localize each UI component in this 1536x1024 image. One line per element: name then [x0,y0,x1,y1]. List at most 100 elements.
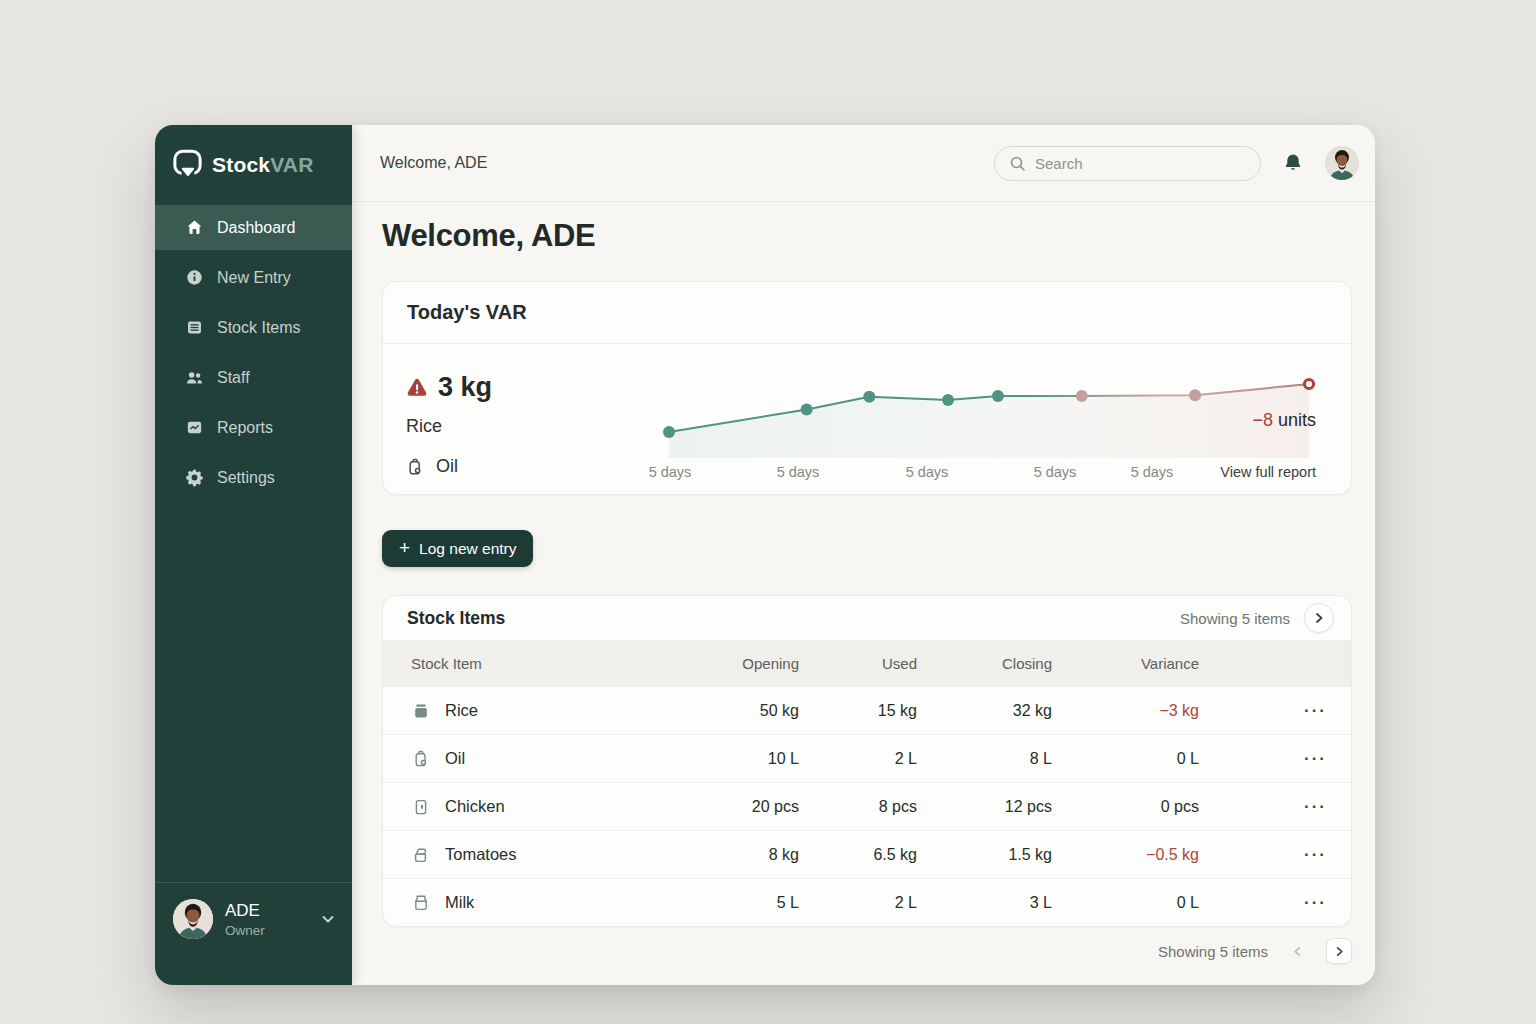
x-axis-label: 5 days [649,464,692,480]
notification-bell-icon[interactable] [1282,152,1304,174]
x-axis-labels: 5 days5 days5 days5 days5 days [646,464,1316,486]
sidebar-item-new-entry[interactable]: New Entry [155,255,352,300]
sidebar-item-label: Reports [217,419,273,437]
variance-value: −0.5 kg [1052,846,1199,864]
app-window: StockVAR DashboardNew EntryStock ItemsSt… [155,125,1375,985]
view-full-report-link[interactable]: View full report [1220,464,1316,480]
gear-icon [185,468,204,487]
sidebar-user[interactable]: ADE Owner [155,882,352,985]
closing-value: 32 kg [917,702,1052,720]
column-header: Opening [679,655,799,672]
home-icon [185,218,204,237]
row-menu-button[interactable]: ··· [1199,797,1327,817]
used-value: 8 pcs [799,798,917,816]
report-icon [185,418,204,437]
stock-items-title: Stock Items [407,608,505,629]
used-value: 2 L [799,894,917,912]
used-value: 6.5 kg [799,846,917,864]
table-row: Oil 10 L2 L8 L0 L··· [383,734,1351,782]
row-menu-button[interactable]: ··· [1199,893,1327,913]
next-page-button[interactable] [1326,938,1352,964]
column-header: Stock Item [411,655,679,672]
sidebar-item-stock-items[interactable]: Stock Items [155,305,352,350]
sidebar-item-label: Staff [217,369,250,387]
table-row: Milk 5 L2 L3 L0 L··· [383,878,1351,926]
people-icon [185,368,204,387]
search-input[interactable] [994,146,1261,181]
table-row: Rice50 kg15 kg32 kg−3 kg··· [383,686,1351,734]
row-menu-button[interactable]: ··· [1199,845,1327,865]
log-new-entry-button[interactable]: +Log new entry [382,530,533,567]
opening-value: 10 L [679,750,799,768]
showing-count: Showing 5 items [1158,943,1268,960]
var-trend-chart: −8 units 5 days5 days5 days5 days5 days … [646,372,1316,484]
chart-point [801,404,813,416]
table-footer: Showing 5 items [382,938,1352,964]
opening-value: 50 kg [679,702,799,720]
chart-point [663,426,675,438]
x-axis-label: 5 days [1034,464,1077,480]
chicken-icon [411,797,431,817]
avatar[interactable] [1325,146,1359,180]
plus-icon: + [399,537,410,559]
variance-value: −3 kg [1052,702,1199,720]
table-row: Chicken20 pcs8 pcs12 pcs0 pcs··· [383,782,1351,830]
closing-value: 8 L [917,750,1052,768]
column-header: Used [799,655,917,672]
chart-point [1304,379,1313,388]
stock-items-card: Stock Items Showing 5 items Stock ItemOp… [382,595,1352,927]
logo-icon [172,148,203,183]
item-name: Chicken [445,797,505,816]
chevron-down-icon[interactable] [320,911,336,927]
opening-value: 5 L [679,894,799,912]
sidebar-item-label: Dashboard [217,219,295,237]
list-icon [185,318,204,337]
x-axis-label: 5 days [1131,464,1174,480]
var-alert-item: Rice [406,416,442,437]
item-name: Oil [445,749,465,768]
var-alert-value: 3 kg [438,372,492,403]
showing-count: Showing 5 items [1180,610,1290,627]
search-icon [1009,155,1026,172]
avatar [173,899,213,939]
item-name: Milk [445,893,474,912]
row-menu-button[interactable]: ··· [1199,701,1327,721]
row-menu-button[interactable]: ··· [1199,749,1327,769]
sidebar-item-dashboard[interactable]: Dashboard [155,205,352,250]
closing-value: 1.5 kg [917,846,1052,864]
chart-point [863,391,875,403]
var-secondary-item: Oil [405,456,458,477]
user-role: Owner [225,923,265,938]
oil-icon [411,749,431,769]
chart-point [1076,390,1088,402]
closing-value: 12 pcs [917,798,1052,816]
sidebar-item-reports[interactable]: Reports [155,405,352,450]
expand-stock-items-button[interactable] [1304,603,1334,633]
page-title: Welcome, ADE [382,218,1352,254]
x-axis-label: 5 days [777,464,820,480]
milk-icon [411,893,431,913]
sidebar-item-label: New Entry [217,269,291,287]
sidebar-nav: Dashboard New Entry Stock Items Staff Report… [155,205,352,882]
variance-value: 0 L [1052,894,1199,912]
closing-value: 3 L [917,894,1052,912]
dashboard-main: Welcome, ADE Today's VAR 3 kg Rice Oil [352,202,1375,985]
opening-value: 8 kg [679,846,799,864]
prev-page-button[interactable] [1284,938,1310,964]
user-name: ADE [225,901,265,921]
table-header-row: Stock ItemOpeningUsedClosingVariance [383,640,1351,686]
tomatoes-icon [411,845,431,865]
sidebar-item-settings[interactable]: Settings [155,455,352,500]
used-value: 2 L [799,750,917,768]
item-name: Tomatoes [445,845,517,864]
used-value: 15 kg [799,702,917,720]
main-content: Welcome, ADE Welcome, ADE Today's VAR [352,125,1375,985]
topbar: Welcome, ADE [352,125,1375,202]
table-row: Tomatoes 8 kg6.5 kg1.5 kg−0.5 kg··· [383,830,1351,878]
sidebar-item-staff[interactable]: Staff [155,355,352,400]
warning-icon [405,376,429,400]
topbar-welcome: Welcome, ADE [380,154,487,172]
variance-value: 0 L [1052,750,1199,768]
logo: StockVAR [155,125,352,205]
sidebar: StockVAR Dashboard New Entry Stock Items St… [155,125,352,985]
